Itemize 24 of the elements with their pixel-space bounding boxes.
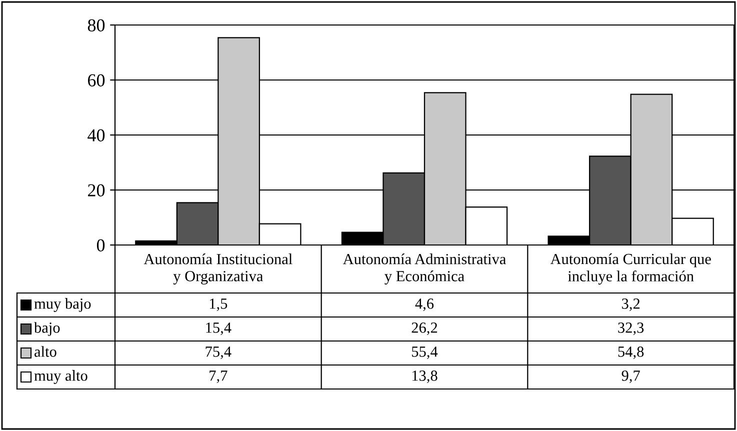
data-label: 54,8 xyxy=(618,346,644,360)
legend-label: muy alto xyxy=(34,370,88,384)
legend-label: muy bajo xyxy=(34,298,91,312)
x-tick-label: Autonomía Institucional y Organizativa xyxy=(144,254,292,284)
data-label: 7,7 xyxy=(210,370,228,384)
data-label: 75,4 xyxy=(206,346,232,360)
data-label: 3,2 xyxy=(622,298,640,312)
y-tick-label: 80 xyxy=(88,19,105,32)
y-tick-label: 20 xyxy=(88,184,105,196)
data-label: 15,4 xyxy=(206,322,232,336)
x-tick-label: Autonomía Curricular que incluye la formación xyxy=(550,253,711,285)
data-label: 13,8 xyxy=(412,370,438,384)
data-label: 9,7 xyxy=(622,370,640,384)
x-tick-label: Autonomía Administrativa y Económica xyxy=(342,254,506,284)
y-tick-label: 40 xyxy=(88,129,105,142)
y-tick-label: 60 xyxy=(88,74,105,86)
data-label: 4,6 xyxy=(415,298,434,312)
data-label: 55,4 xyxy=(412,346,438,360)
y-tick-label: 0 xyxy=(96,239,105,252)
data-label: 32,3 xyxy=(618,322,644,336)
data-label: 1,5 xyxy=(210,298,228,312)
legend-label: alto xyxy=(34,346,56,357)
legend-label: bajo xyxy=(34,322,60,336)
data-label: 26,2 xyxy=(412,322,438,336)
